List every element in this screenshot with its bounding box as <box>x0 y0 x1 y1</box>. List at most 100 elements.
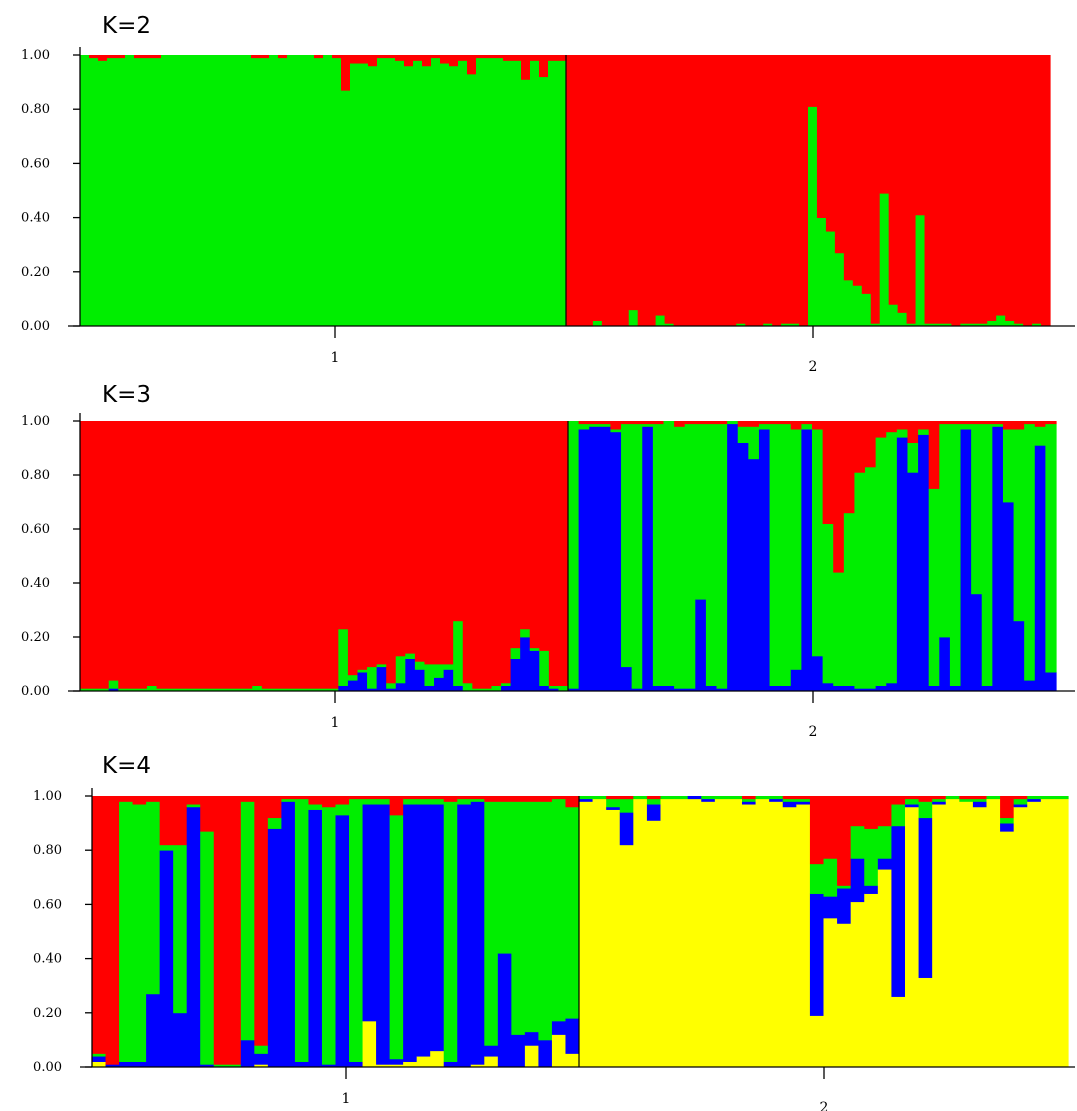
bar-segment <box>674 688 686 692</box>
bar-segment <box>335 814 350 1068</box>
bar-segment <box>915 55 926 216</box>
y-tick-label: 0.00 <box>33 1060 62 1075</box>
bar-segment <box>161 55 171 327</box>
bar-segment <box>949 685 962 692</box>
bar-segment <box>939 637 951 692</box>
bar-segment <box>652 685 665 692</box>
bar-segment <box>986 796 1001 800</box>
bar-segment <box>125 55 135 327</box>
bar-segment <box>530 55 540 61</box>
bar-segment <box>886 431 898 684</box>
bar-segment <box>501 682 512 686</box>
bar-segment <box>1027 796 1042 800</box>
bar-segment <box>714 796 730 800</box>
bar-segment <box>424 421 435 665</box>
bar-segment <box>267 817 282 829</box>
bar-segment <box>472 421 483 689</box>
bar-segment <box>267 796 282 819</box>
bar-segment <box>579 801 594 1068</box>
bar-segment <box>565 796 580 808</box>
bar-segment <box>453 685 464 692</box>
bar-segment <box>404 55 414 67</box>
bar-segment <box>716 423 728 689</box>
bar-segment <box>99 421 110 689</box>
bar-segment <box>118 421 129 689</box>
bar-segment <box>308 809 323 1068</box>
bar-segment <box>287 55 297 327</box>
bar-segment <box>194 688 205 692</box>
bar-segment <box>1013 421 1025 430</box>
bar-segment <box>960 423 972 430</box>
bar-segment <box>701 798 716 802</box>
bar-segment <box>89 57 99 327</box>
bar-segment <box>321 1064 337 1068</box>
bar-segment <box>1013 429 1025 622</box>
bar-segment <box>727 423 739 692</box>
bar-segment <box>754 55 764 327</box>
y-tick-label: 0.20 <box>33 1006 62 1021</box>
bar-segment <box>252 685 263 692</box>
bar-segment <box>551 798 567 1022</box>
bar-segment <box>367 421 378 668</box>
bar-segment <box>852 55 863 286</box>
bar-segment <box>695 423 707 600</box>
bar-segment <box>637 55 648 327</box>
bar-segment <box>296 55 306 327</box>
y-tick-label: 0.40 <box>21 576 50 591</box>
bar-segment <box>108 680 119 689</box>
bar-segment <box>414 669 426 692</box>
bar-segment <box>790 421 802 430</box>
bar-segment <box>548 55 558 61</box>
bar-segment <box>520 637 531 692</box>
bar-segment <box>470 798 485 802</box>
bar-segment <box>551 796 567 800</box>
bar-segment <box>565 1018 580 1054</box>
bar-segment <box>748 458 760 692</box>
bar-segment <box>294 798 310 1062</box>
bar-segment <box>520 421 531 630</box>
bar-segment <box>960 55 970 324</box>
bar-segment <box>132 804 147 1062</box>
bar-segment <box>314 55 324 59</box>
bar-segment <box>823 896 838 919</box>
bar-segment <box>1014 323 1024 327</box>
bar-segment <box>430 1050 445 1068</box>
bar-segment <box>294 796 310 800</box>
bar-segment <box>280 421 292 689</box>
bar-segment <box>280 688 292 692</box>
bar-segment <box>538 801 553 1041</box>
bar-segment <box>484 1056 499 1068</box>
bar-segment <box>782 801 797 808</box>
bar-segment <box>332 55 342 59</box>
bar-segment <box>568 688 580 692</box>
bar-segment <box>524 1031 540 1046</box>
bar-segment <box>579 798 594 802</box>
bar-segment <box>578 423 590 430</box>
bar-segment <box>349 1061 364 1068</box>
y-tick-label: 0.00 <box>21 319 50 334</box>
bar-segment <box>413 60 423 327</box>
bar-segment <box>736 55 746 324</box>
bar-segment <box>510 421 521 649</box>
bar-segment <box>481 421 493 689</box>
bar-segment <box>511 1034 526 1068</box>
bar-segment <box>852 285 863 327</box>
bar-segment <box>403 798 418 805</box>
bar-segment <box>403 796 418 800</box>
bar-segment <box>837 796 852 886</box>
bar-segment <box>98 60 108 327</box>
bar-segment <box>521 55 531 80</box>
bar-segment <box>476 57 486 327</box>
bar-segment <box>434 677 445 692</box>
bar-segment <box>592 798 607 1068</box>
bar-segment <box>321 806 337 1065</box>
y-tick-label: 1.00 <box>33 789 62 804</box>
bar-segment <box>864 885 879 894</box>
bar-segment <box>972 801 988 808</box>
bar-segment <box>674 426 686 689</box>
bar-segment <box>737 426 749 443</box>
bar-segment <box>589 421 601 425</box>
bar-segment <box>242 55 252 327</box>
bar-segment <box>1000 831 1015 1068</box>
bar-segment <box>430 796 445 800</box>
